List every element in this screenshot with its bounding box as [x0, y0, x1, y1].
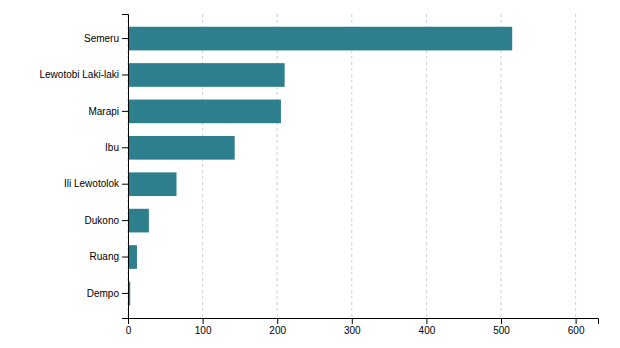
tick: 0	[126, 318, 132, 336]
tick-label: 500	[493, 325, 510, 336]
tick-label: 0	[126, 325, 132, 336]
grid-line	[575, 14, 576, 318]
tick-label: Ibu	[105, 142, 119, 153]
tick-mark	[277, 318, 278, 324]
tick-label: 100	[195, 325, 212, 336]
tick: 600	[568, 318, 585, 336]
tick-mark	[122, 220, 128, 221]
tick: 400	[419, 318, 436, 336]
grid-line	[501, 14, 502, 318]
tick-label: 300	[344, 325, 361, 336]
tick: 200	[269, 318, 286, 336]
grid	[128, 14, 576, 318]
tick-label: Ruang	[90, 251, 119, 262]
tick: Ili Lewotolok	[64, 178, 128, 189]
grid-line	[277, 14, 278, 318]
plot: 0 100 200 300 400 500 600 Dempo Ruang Dukono Ili L…	[40, 14, 599, 336]
tick-mark	[122, 74, 128, 75]
y-axis: Dempo Ruang Dukono Ili Lewotolok Ibu Marapi Le…	[40, 15, 129, 319]
tick-mark	[576, 318, 577, 324]
tick-label: Marapi	[88, 106, 119, 117]
tick: Dukono	[85, 215, 128, 226]
bar	[128, 245, 137, 269]
tick-mark	[501, 318, 502, 324]
tick: 300	[344, 318, 361, 336]
bar	[128, 172, 176, 196]
axis-line	[122, 15, 129, 319]
tick-mark	[426, 318, 427, 324]
tick-label: Lewotobi Laki-laki	[40, 69, 120, 80]
tick: Semeru	[84, 33, 128, 44]
tick: Ruang	[90, 251, 128, 262]
tick-label: 400	[419, 325, 436, 336]
tick-label: 600	[568, 325, 585, 336]
bars	[128, 27, 512, 306]
tick-mark	[352, 318, 353, 324]
bar	[128, 100, 281, 124]
tick-mark	[122, 147, 128, 148]
bar	[128, 27, 512, 51]
grid-line	[202, 14, 203, 318]
tick-mark	[122, 184, 128, 185]
chart: 0 100 200 300 400 500 600 Dempo Ruang Dukono Ili L…	[0, 0, 620, 348]
tick-label: Semeru	[84, 33, 119, 44]
tick: 100	[195, 318, 212, 336]
tick-mark	[122, 38, 128, 39]
tick: Dempo	[87, 288, 128, 299]
bar	[128, 136, 235, 160]
grid-line	[426, 14, 427, 318]
tick-mark	[122, 257, 128, 258]
tick-mark	[122, 111, 128, 112]
tick-label: Dempo	[87, 288, 120, 299]
grid-line	[351, 14, 352, 318]
tick-mark	[122, 293, 128, 294]
tick-label: 200	[269, 325, 286, 336]
tick: Lewotobi Laki-laki	[40, 69, 129, 80]
bar	[128, 63, 285, 87]
tick: 500	[493, 318, 510, 336]
tick: Ibu	[105, 142, 128, 153]
bar	[128, 209, 149, 233]
x-axis: 0 100 200 300 400 500 600	[126, 318, 599, 336]
tick-label: Dukono	[85, 215, 120, 226]
tick-mark	[203, 318, 204, 324]
tick-label: Ili Lewotolok	[64, 178, 120, 189]
axis-line	[129, 319, 599, 325]
tick: Marapi	[88, 106, 128, 117]
